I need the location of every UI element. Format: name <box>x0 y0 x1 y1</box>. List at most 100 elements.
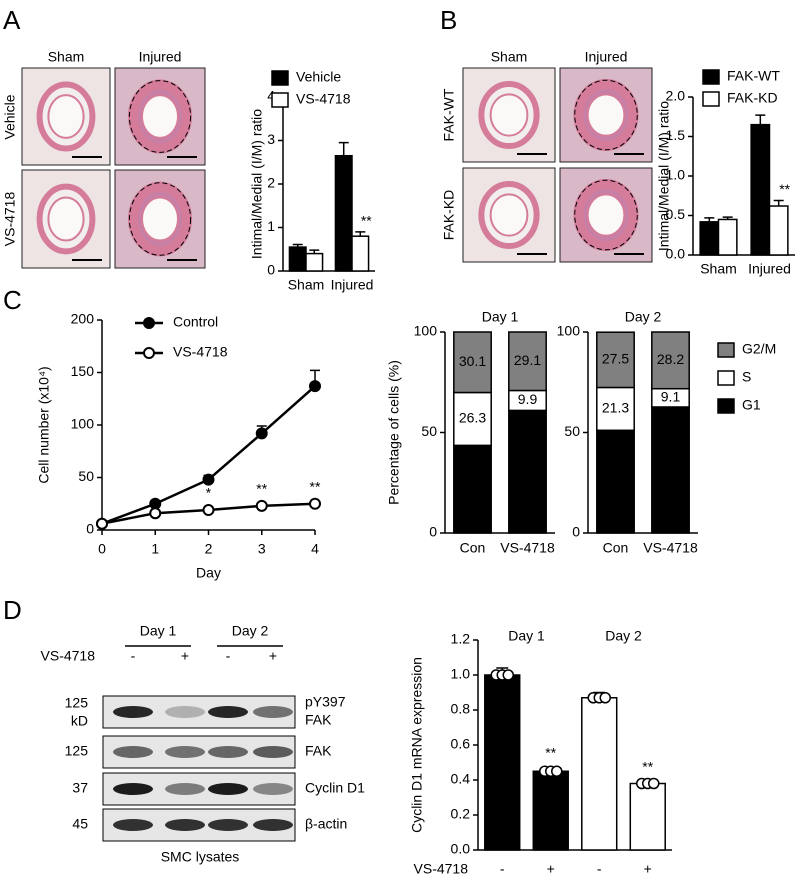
error-bar <box>704 217 715 222</box>
group-label: Day 2 <box>605 628 642 644</box>
error-bar <box>355 231 366 237</box>
y-tick-label: 0.0 <box>451 841 471 857</box>
value-label: 29.1 <box>514 352 541 368</box>
x-tick-label: Sham <box>700 261 737 277</box>
panel-label: B <box>440 5 457 35</box>
x-tick-label: + <box>644 861 652 877</box>
treatment-label: VS-4718 <box>414 861 469 877</box>
x-tick-label: Injured <box>331 277 374 293</box>
y-tick-label: 0.4 <box>451 771 471 787</box>
x-tick-label: Con <box>603 540 629 556</box>
y-tick-label: 150 <box>71 363 95 379</box>
legend-label: FAK-WT <box>727 68 780 84</box>
x-tick-label: 4 <box>311 541 319 557</box>
vessel-lumen <box>489 93 529 137</box>
blot-band <box>165 819 205 831</box>
blot-band <box>165 783 205 795</box>
error-bar <box>755 114 766 125</box>
y-tick-label: 4 <box>267 88 275 104</box>
point <box>255 499 268 512</box>
blot-label: pY397 <box>305 694 346 710</box>
mw-label: 125 <box>65 695 89 711</box>
value-label: 26.3 <box>459 410 486 426</box>
blot-band <box>253 746 293 758</box>
replicate-dot <box>551 765 563 777</box>
blot-group: Day 1 <box>140 623 177 639</box>
column-title: Sham <box>491 49 528 65</box>
error-bar <box>309 249 320 254</box>
blot-label: Cyclin D1 <box>305 780 365 796</box>
bar-segment <box>596 331 635 389</box>
x-tick-label: - <box>500 861 505 877</box>
x-tick-label: Injured <box>748 261 791 277</box>
blot-band <box>208 746 248 758</box>
significance: ** <box>310 478 321 494</box>
y-axis-label: Cell number (x10⁴) <box>36 366 52 483</box>
mw-label: 125 <box>65 743 89 759</box>
y-tick-label: 0 <box>267 262 275 278</box>
blot-band <box>113 819 153 831</box>
y-tick-label: 0.6 <box>451 736 471 752</box>
lane-sign: + <box>269 648 277 664</box>
blot-band <box>113 706 153 718</box>
y-tick-label: 1.2 <box>451 631 471 647</box>
y-axis-label: Intimal/Medial (I/M) ratio <box>249 109 265 259</box>
y-tick-label: 0 <box>572 524 580 540</box>
legend-swatch <box>271 70 289 86</box>
y-tick-label: 0.8 <box>451 701 471 717</box>
value-label: 43.6 <box>459 480 486 496</box>
x-tick-label: 1 <box>151 541 159 557</box>
value-label: 28.2 <box>657 351 684 367</box>
mw-unit: kD <box>71 713 88 729</box>
legend-swatch <box>702 69 720 85</box>
legend-swatch <box>702 91 720 107</box>
legend-label: G1 <box>742 397 761 413</box>
legend-label: Control <box>173 314 218 330</box>
bar <box>717 218 738 256</box>
legend-swatch <box>717 398 735 414</box>
panel-label: A <box>3 5 21 35</box>
vessel-lumen <box>47 196 85 242</box>
y-tick-label: 100 <box>557 323 581 339</box>
blot-label: FAK <box>305 743 332 759</box>
significance: ** <box>545 744 556 760</box>
vessel-lumen <box>489 193 529 237</box>
x-tick-label: 3 <box>258 541 266 557</box>
value-label: 9.1 <box>661 389 681 405</box>
y-tick-label: 2 <box>267 175 275 191</box>
bar <box>484 674 521 851</box>
x-tick-label: VS-4718 <box>500 540 555 556</box>
legend-label: VS-4718 <box>296 91 351 107</box>
mw-label: 37 <box>72 780 88 796</box>
point <box>202 504 215 517</box>
error-bar <box>292 243 303 248</box>
y-tick-label: 200 <box>71 311 95 327</box>
facet-title: Day 1 <box>482 309 519 325</box>
x-tick-label: 0 <box>98 541 106 557</box>
bar <box>750 123 771 256</box>
vessel-lumen <box>141 196 179 242</box>
lane-sign: - <box>131 648 136 664</box>
point <box>309 380 321 393</box>
significance: * <box>206 485 212 501</box>
point <box>96 517 108 530</box>
legend-label: G2/M <box>742 341 776 357</box>
panel-label: C <box>3 285 22 315</box>
error-bar <box>773 199 784 207</box>
y-tick-label: 0 <box>429 524 437 540</box>
bar <box>532 770 569 851</box>
y-axis-label: Intimal/Medial (I/M) ratio <box>656 101 672 251</box>
outline <box>128 182 192 256</box>
blot-label: β-actin <box>305 816 347 832</box>
value-label: 9.9 <box>518 391 538 407</box>
column-title: Injured <box>139 49 182 65</box>
row-label: FAK-KD <box>441 190 457 241</box>
y-tick-label: 0.2 <box>451 806 471 822</box>
x-tick-label: VS-4718 <box>643 540 698 556</box>
column-title: Sham <box>48 49 85 65</box>
significance: ** <box>779 181 790 197</box>
y-tick-label: 1 <box>267 218 275 234</box>
point <box>202 473 215 486</box>
replicate-dot <box>599 692 611 704</box>
significance: ** <box>256 480 267 496</box>
